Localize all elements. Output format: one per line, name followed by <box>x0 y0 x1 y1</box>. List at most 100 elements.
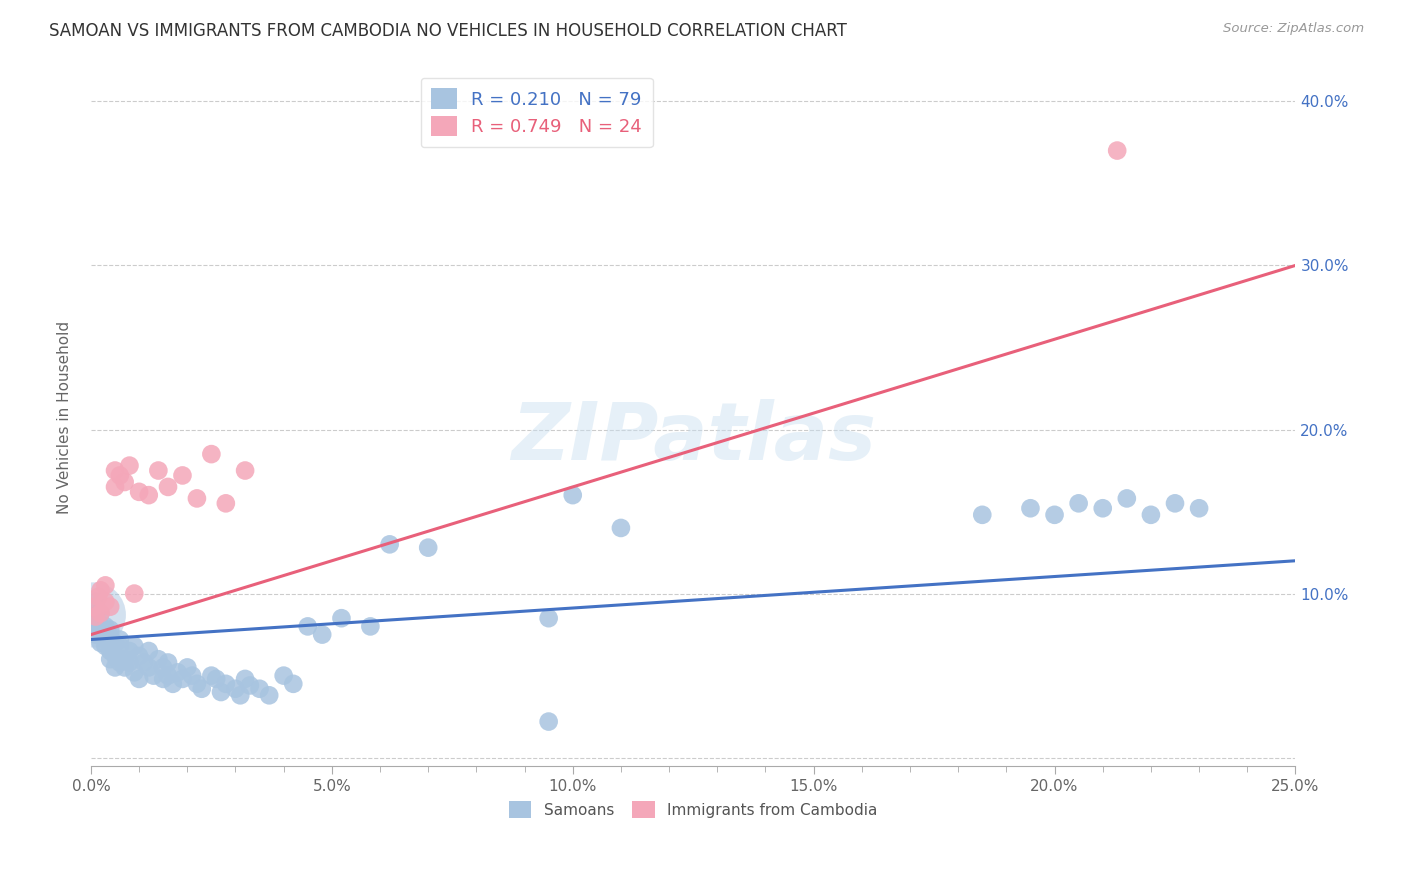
Point <box>200 668 222 682</box>
Text: SAMOAN VS IMMIGRANTS FROM CAMBODIA NO VEHICLES IN HOUSEHOLD CORRELATION CHART: SAMOAN VS IMMIGRANTS FROM CAMBODIA NO VE… <box>49 22 846 40</box>
Point <box>418 541 440 555</box>
Point <box>148 652 170 666</box>
Point <box>114 652 136 666</box>
Point <box>84 609 107 624</box>
Point <box>90 607 112 621</box>
Point <box>84 607 107 621</box>
Point <box>176 660 198 674</box>
Text: ZIPatlas: ZIPatlas <box>510 399 876 477</box>
Point <box>215 496 238 510</box>
Point <box>108 468 131 483</box>
Point <box>330 611 353 625</box>
Point <box>94 639 117 653</box>
Point <box>209 685 232 699</box>
Point <box>359 619 381 633</box>
Point <box>537 611 560 625</box>
Point <box>1188 501 1211 516</box>
Point <box>1091 501 1114 516</box>
Point <box>94 619 117 633</box>
Point <box>94 578 117 592</box>
Legend: Samoans, Immigrants from Cambodia: Samoans, Immigrants from Cambodia <box>502 795 884 824</box>
Point <box>98 599 121 614</box>
Point <box>114 660 136 674</box>
Point <box>104 463 127 477</box>
Text: Source: ZipAtlas.com: Source: ZipAtlas.com <box>1223 22 1364 36</box>
Point <box>200 447 222 461</box>
Point <box>128 672 150 686</box>
Point <box>378 537 401 551</box>
Point <box>82 607 104 622</box>
Point <box>186 491 208 506</box>
Point <box>283 677 305 691</box>
Point <box>257 688 280 702</box>
Point <box>128 484 150 499</box>
Point <box>186 677 208 691</box>
Point <box>94 595 117 609</box>
Point <box>84 595 107 609</box>
Point <box>104 480 127 494</box>
Point <box>118 644 141 658</box>
Point <box>239 678 262 692</box>
Point <box>181 668 204 682</box>
Point <box>1140 508 1163 522</box>
Point <box>82 599 104 614</box>
Point <box>224 681 246 696</box>
Point <box>118 458 141 473</box>
Point <box>124 639 146 653</box>
Point <box>1019 501 1042 516</box>
Point <box>172 672 194 686</box>
Point <box>1107 144 1129 158</box>
Point <box>233 672 256 686</box>
Point <box>152 660 174 674</box>
Point <box>190 681 212 696</box>
Point <box>98 631 121 645</box>
Point <box>1115 491 1137 506</box>
Point <box>91 627 114 641</box>
Point <box>157 480 180 494</box>
Point <box>297 619 319 633</box>
Point <box>94 632 117 647</box>
Point <box>108 656 131 670</box>
Point <box>87 623 110 637</box>
Point <box>98 644 121 658</box>
Point <box>233 463 256 477</box>
Point <box>537 714 560 729</box>
Point <box>138 644 160 658</box>
Point <box>108 632 131 647</box>
Point <box>229 688 252 702</box>
Point <box>273 668 295 682</box>
Point <box>84 627 107 641</box>
Point <box>172 468 194 483</box>
Point <box>205 672 228 686</box>
Point <box>90 583 112 598</box>
Point <box>1043 508 1066 522</box>
Point <box>114 475 136 489</box>
Point <box>1067 496 1090 510</box>
Point <box>82 611 104 625</box>
Point <box>124 665 146 680</box>
Point <box>972 508 994 522</box>
Point <box>157 668 180 682</box>
Point <box>104 660 127 674</box>
Point <box>98 623 121 637</box>
Point <box>561 488 583 502</box>
Point <box>87 590 110 604</box>
Point <box>97 626 120 640</box>
Point <box>104 636 127 650</box>
Point <box>162 677 184 691</box>
Point <box>108 639 131 653</box>
Point <box>124 586 146 600</box>
Point <box>148 463 170 477</box>
Point <box>142 668 165 682</box>
Point <box>157 656 180 670</box>
Point <box>90 607 112 621</box>
Point <box>87 616 110 631</box>
Point <box>166 665 188 680</box>
Point <box>152 672 174 686</box>
Point <box>128 648 150 663</box>
Point <box>138 488 160 502</box>
Point <box>249 681 271 696</box>
Point <box>138 660 160 674</box>
Point <box>90 619 112 633</box>
Point <box>90 636 112 650</box>
